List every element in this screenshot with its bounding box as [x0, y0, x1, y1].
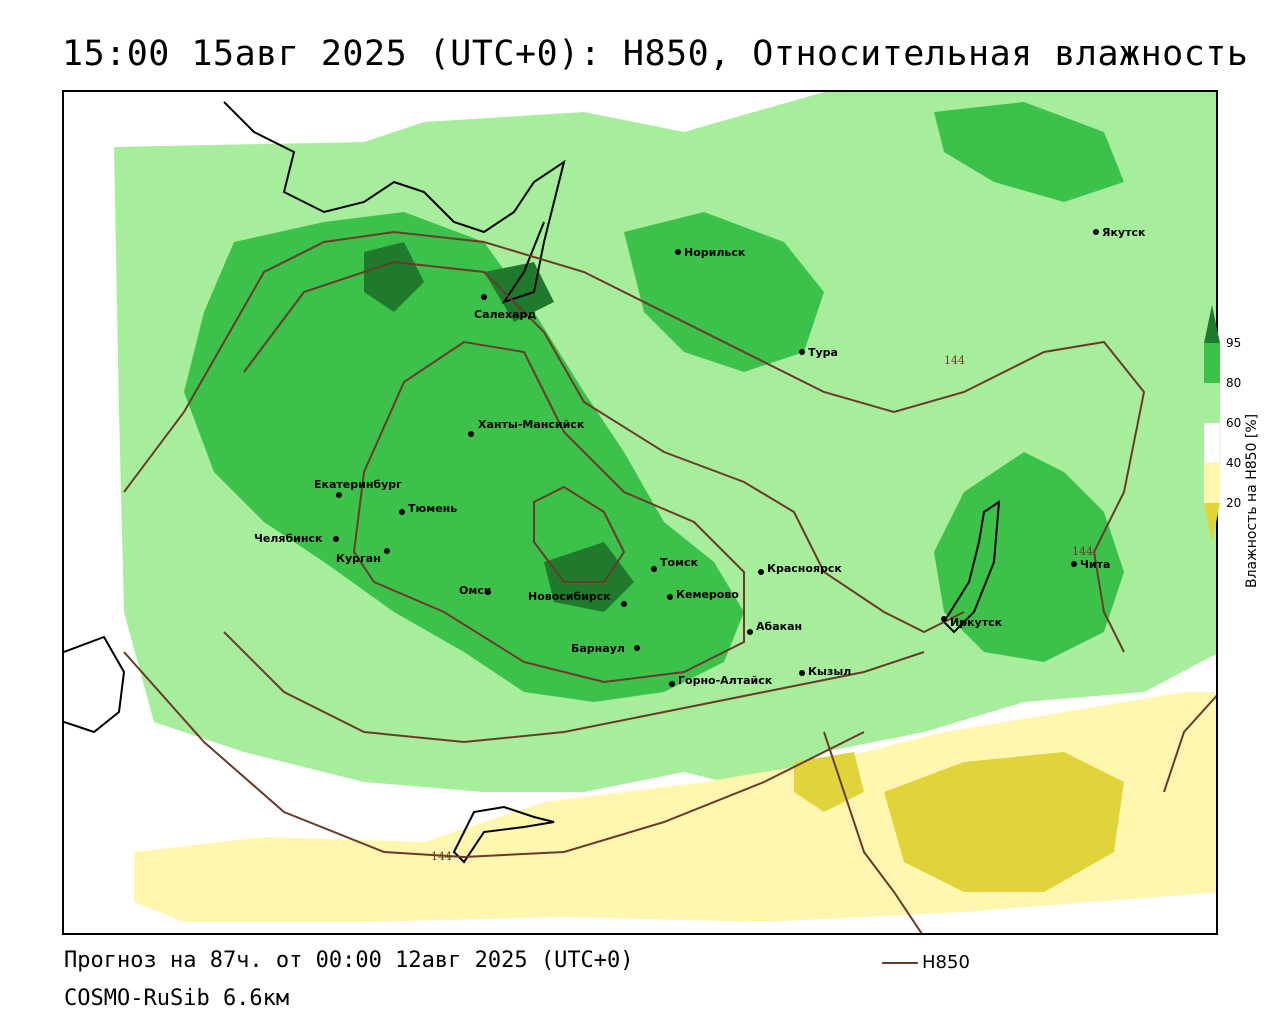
city-dot: [667, 594, 673, 600]
humidity-80-95-area: [624, 212, 824, 372]
city-dot: [669, 681, 675, 687]
forecast-info: Прогноз на 87ч. от 00:00 12авг 2025 (UTC…: [64, 948, 634, 973]
caspian-sea: [64, 635, 126, 734]
h850-isoline: [1163, 694, 1216, 793]
city-dot: [758, 569, 764, 575]
humidity-above-95-area: [364, 242, 424, 312]
model-info: COSMO-RuSib 6.6км: [64, 986, 290, 1011]
city-label-kemerovo: Кемерово: [676, 588, 739, 601]
city-label-chelyabinsk: Челябинск: [254, 532, 323, 545]
coastline: [223, 101, 566, 304]
colorbar-segment-40-60: [1203, 422, 1221, 464]
city-label-krasnoyarsk: Красноярск: [767, 562, 842, 575]
city-label-irkutsk: Иркутск: [950, 616, 1003, 629]
humidity-above-95-area: [544, 542, 634, 612]
city-label-norilsk: Норильск: [684, 246, 746, 259]
colorbar-tick: 80: [1226, 376, 1241, 390]
city-dot: [485, 589, 491, 595]
h850-isoline: [823, 731, 923, 933]
city-label-barnaul: Барнаул: [571, 642, 625, 655]
colorbar-title: Влажность на H850 [%]: [1244, 413, 1260, 588]
city-label-tyumen: Тюмень: [408, 502, 457, 515]
city-label-omsk: Омск: [459, 584, 492, 597]
city-label-yakutsk: Якутск: [1102, 226, 1146, 239]
colorbar-tick: 20: [1226, 496, 1241, 510]
lake-baikal: [942, 500, 1001, 634]
city-label-chita: Чита: [1080, 558, 1110, 571]
h850-isoline: [123, 230, 1146, 653]
colorbar-tick: 95: [1226, 336, 1241, 350]
city-label-tura: Тура: [808, 346, 838, 359]
city-dot: [941, 616, 947, 622]
h850-isoline: [352, 340, 745, 684]
h850-isoline: [223, 631, 925, 744]
h850-isoline: [243, 260, 965, 634]
colorbar-segment-below-20: [1204, 503, 1220, 543]
city-label-kyzyl: Кызыл: [808, 665, 851, 678]
lake-balkhash: [452, 805, 555, 864]
isoline-legend-label: H850: [922, 952, 970, 973]
map-area[interactable]: 144 144 144 Норильск Якутск Салехард Тур…: [62, 90, 1218, 935]
humidity-colorbar: 95 80 60 40 20: [1203, 305, 1241, 543]
city-label-kurgan: Курган: [336, 552, 381, 565]
city-dot: [651, 566, 657, 572]
city-dot: [1071, 561, 1077, 567]
isoline-legend-swatch: [882, 962, 918, 964]
humidity-below-20-area: [884, 752, 1124, 892]
h850-isolines: [123, 230, 1216, 933]
colorbar-segment-above-95: [1204, 305, 1220, 343]
map-title: 15:00 15авг 2025 (UTC+0): H850, Относите…: [62, 34, 1249, 74]
city-dot: [634, 645, 640, 651]
isoline-label: 144: [431, 850, 452, 863]
city-dot: [384, 548, 390, 554]
city-label-ekaterinburg: Екатеринбург: [314, 478, 402, 491]
city-label-salekhard: Салехард: [474, 308, 536, 321]
colorbar-segment-20-40: [1204, 463, 1220, 503]
city-label-abakan: Абакан: [756, 620, 802, 633]
city-label-tomsk: Томск: [660, 556, 699, 569]
city-label-khanty: Ханты-Мансийск: [478, 418, 585, 431]
city-dot: [799, 670, 805, 676]
humidity-80-95-area: [934, 102, 1124, 202]
isoline-label: 144: [944, 354, 965, 367]
isoline-label: 144: [1072, 545, 1093, 558]
colorbar-tick: 40: [1226, 456, 1241, 470]
city-markers: Норильск Якутск Салехард Тура Ханты-Манс…: [254, 226, 1146, 687]
city-dot: [468, 431, 474, 437]
colorbar-segment-80-95: [1204, 343, 1220, 383]
city-label-gorno: Горно-Алтайск: [678, 674, 773, 687]
h850-isoline: [533, 485, 626, 583]
city-label-novosibirsk: Новосибирск: [528, 590, 611, 603]
colorbar-segment-60-80: [1204, 383, 1220, 423]
h850-isoline: [123, 651, 865, 859]
city-dot: [399, 509, 405, 515]
city-dot: [621, 601, 627, 607]
city-dot: [747, 629, 753, 635]
colorbar-tick: 60: [1226, 416, 1241, 430]
city-dot: [1093, 229, 1099, 235]
humidity-80-95-area: [934, 452, 1124, 662]
city-dot: [336, 492, 342, 498]
city-dot: [333, 536, 339, 542]
city-dot: [799, 349, 805, 355]
humidity-map: 144 144 144 Норильск Якутск Салехард Тур…: [64, 92, 1216, 933]
city-dot: [675, 249, 681, 255]
city-dot: [481, 294, 487, 300]
